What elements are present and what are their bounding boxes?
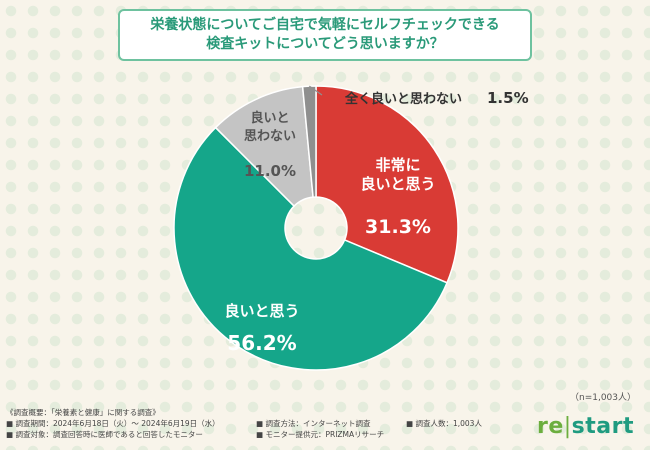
chart-title-line2: 検査キットについてどう思いますか？ — [206, 36, 444, 52]
footer-period: ■ 調査期間：2024年6月18日（火）〜 2024年6月19日（水） — [6, 419, 220, 428]
slice-value-2: 11.0% — [244, 162, 296, 180]
footer-provider: ■ モニター提供元：PRIZMAリサーチ — [256, 430, 385, 439]
sample-size-note: （n=1,003人） — [569, 393, 636, 403]
slice-1 — [173, 126, 449, 371]
slice-2 — [214, 85, 314, 208]
restart-logo: re|start — [537, 414, 634, 439]
slice-0 — [315, 85, 459, 284]
footer-target: ■ 調査対象：調査回答時に医師であると回答したモニター — [6, 430, 203, 439]
slice-group — [173, 85, 459, 371]
slice-label-2-line-0: 良いと — [250, 110, 289, 126]
logo-bar: | — [563, 414, 572, 439]
slice-label-3: 全く良いと思わない — [344, 91, 462, 107]
chart-title-line1: 栄養状態についてご自宅で気軽にセルフチェックできる — [150, 17, 500, 33]
footer-count: ■ 調査人数：1,003人 — [406, 419, 482, 428]
slice-value-1: 56.2% — [227, 331, 296, 355]
slice-label-2-line-1: 思わない — [244, 129, 296, 144]
footer-method: ■ 調査方法：インターネット調査 — [256, 419, 371, 428]
slice-value-3: 1.5% — [487, 89, 529, 107]
logo-start: start — [571, 414, 634, 439]
footer-header: 《調査概要：「栄養素と健康」に関する調査》 — [6, 408, 160, 417]
slice-label-1-line-0: 良いと思う — [224, 302, 299, 320]
slice-label-0-line-0: 非常に — [375, 156, 420, 174]
chart-title: 栄養状態についてご自宅で気軽にセルフチェックできる 検査キットについてどう思いま… — [118, 9, 532, 61]
donut-chart: 非常に良いと思う31.3%良いと思う56.2%良いと思わない11.0%全く良いと… — [173, 85, 529, 371]
label-group: 非常に良いと思う31.3%良いと思う56.2%良いと思わない11.0%全く良いと… — [224, 85, 529, 355]
slice-3 — [301, 85, 317, 198]
leader-line-3 — [308, 85, 323, 96]
slice-value-0: 31.3% — [365, 216, 431, 238]
logo-re: re — [536, 414, 564, 439]
slice-label-0-line-1: 良いと思う — [360, 175, 435, 193]
